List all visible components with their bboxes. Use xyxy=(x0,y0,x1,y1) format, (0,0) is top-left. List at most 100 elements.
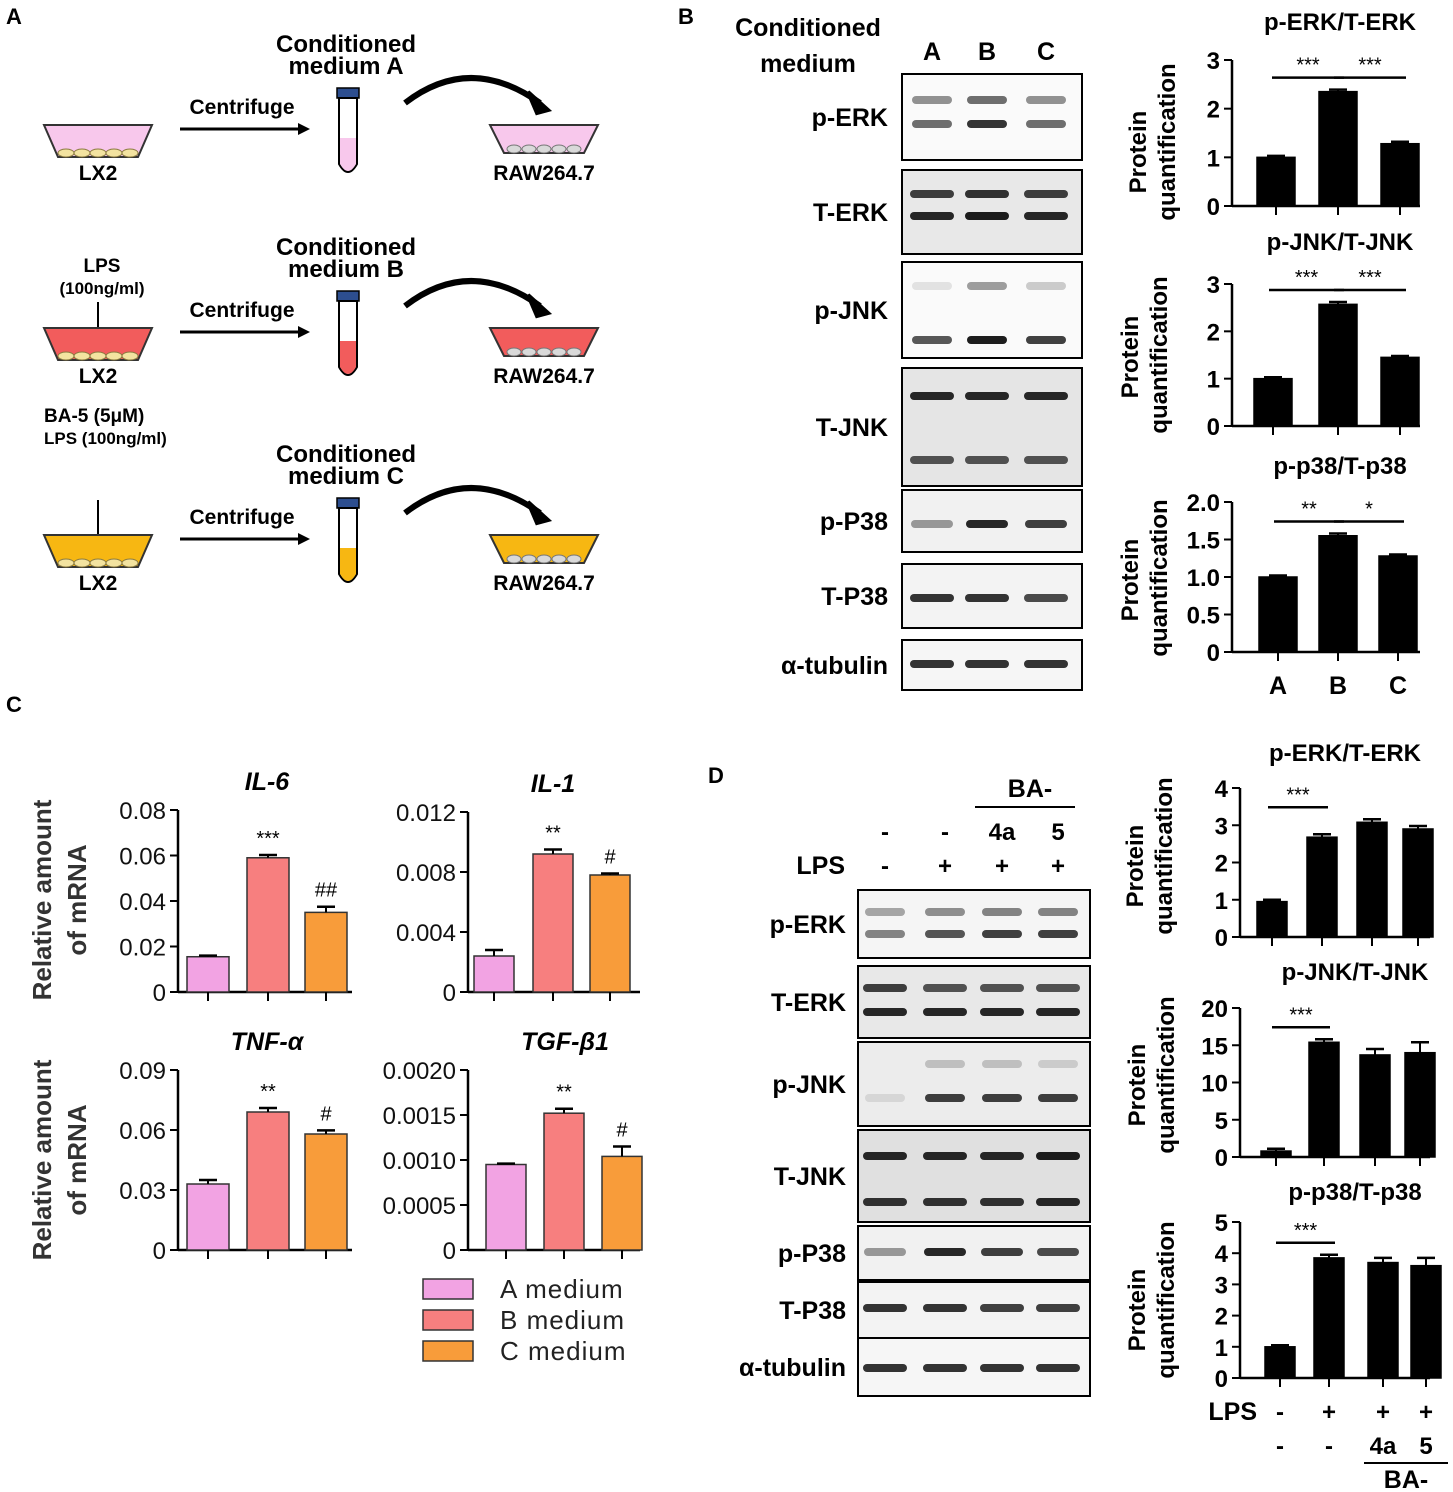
chart-5-bar-label-2: # xyxy=(320,1103,332,1125)
a-row-3-target-label: RAW264.7 xyxy=(493,572,595,595)
a-row-2-source-dish xyxy=(42,327,154,361)
chart-3-y-tick-label: 0.08 xyxy=(119,798,166,825)
chart-3-bar-0 xyxy=(186,955,230,993)
chart-0-sig-label: *** xyxy=(1358,55,1382,77)
chart-b3-ylabel-quantification: quantification xyxy=(1146,499,1173,656)
d-band xyxy=(863,1364,907,1372)
blot-d-row2-2: + xyxy=(995,853,1009,880)
chart-5-y-tick-label: 0.03 xyxy=(119,1178,166,1205)
b-band xyxy=(910,392,954,400)
chart-3-y-tick-label: 0.06 xyxy=(119,844,166,871)
chart-7-y-tick-label: 2 xyxy=(1215,851,1228,878)
b-band xyxy=(912,120,952,128)
blot-d-row2-1: + xyxy=(938,853,952,880)
chart-c-il6: IL-6 0 0.02 0.04 0.06 0.08 *** ## xyxy=(119,768,352,1007)
chart-3-y-tick-label: 0.04 xyxy=(119,889,166,916)
chart-0-y-tick-label: 1 xyxy=(1207,145,1220,172)
chart-7-y-tick-label: 1 xyxy=(1215,888,1228,915)
a-row-2-source-cell xyxy=(89,351,107,361)
chart-3-bar-label-2: ## xyxy=(315,880,338,902)
d-band xyxy=(1036,1364,1080,1372)
a-row-1-transfer-arrow xyxy=(403,75,542,106)
blot-b-lane-b: B xyxy=(978,38,996,66)
a-row-3-source-dish xyxy=(42,534,154,568)
chart-9-sig-label: *** xyxy=(1294,1220,1318,1242)
legend-label-a-medium: A medium xyxy=(500,1274,624,1304)
panel-letter-d: D xyxy=(708,763,724,788)
d-blot-t-jnk xyxy=(857,1129,1091,1223)
chart-8-title: p-JNK/T-JNK xyxy=(1282,959,1429,986)
a-row-2-treatment-line2: (100ng/ml) xyxy=(59,279,144,298)
chart-2-bar-2 xyxy=(1378,555,1418,653)
chart-2-bar-1 xyxy=(1318,535,1358,653)
chart-5-bar-1 xyxy=(246,1111,290,1251)
b-band xyxy=(1026,120,1066,128)
chart-7-sig-label: *** xyxy=(1286,784,1310,806)
chart-6-bar-label-1: ** xyxy=(556,1082,572,1104)
chart-0-y-tick-label: 0 xyxy=(1207,194,1220,221)
b-band xyxy=(910,660,954,668)
chart-8-bar-0 xyxy=(1260,1150,1292,1158)
chart-7-bar-3 xyxy=(1402,828,1434,938)
a-row-3-source-cell xyxy=(105,558,123,568)
chart-d-xaxis-ba-label: BA- xyxy=(1384,1466,1428,1492)
b-blot-label-t-erk: T-ERK xyxy=(813,199,888,227)
chart-6-y-tick-label: 0.0020 xyxy=(383,1058,456,1085)
chart-1-y-tick-label: 2 xyxy=(1207,319,1220,346)
chart-5-y-tick-label: 0.06 xyxy=(119,1118,166,1145)
d-band xyxy=(981,1248,1023,1256)
chart-d3-ylabel-quantification: quantification xyxy=(1153,1221,1180,1378)
d-blot-label-t-jnk: T-JNK xyxy=(774,1163,846,1191)
chart-3-title: IL-6 xyxy=(245,768,291,796)
chart-d-xaxis-lps-3: + xyxy=(1419,1399,1433,1426)
d-band xyxy=(863,984,907,992)
d-band xyxy=(863,1008,907,1016)
chart-5-y-tick-label: 0 xyxy=(153,1238,166,1265)
a-row-2-source-cell xyxy=(57,351,75,361)
a-row-1-title-line1: Conditioned xyxy=(276,31,416,58)
chart-4-bar-2 xyxy=(589,874,631,993)
chart-d-xaxis-lps-1: + xyxy=(1322,1399,1336,1426)
blot-b-header-line2: medium xyxy=(760,50,856,78)
chart-2-y-tick-label: 0.5 xyxy=(1187,603,1220,630)
chart-6-bar-1 xyxy=(543,1112,585,1251)
chart-0-sig-label: *** xyxy=(1296,55,1320,77)
chart-6-bar-0 xyxy=(485,1163,527,1251)
a-row-2-tube-cap xyxy=(336,290,360,302)
chart-c-il1: IL-1 0 0.004 0.008 0.012 ** # xyxy=(396,770,640,1007)
b-blot-label-p-jnk: p-JNK xyxy=(814,297,888,325)
d-band xyxy=(1038,1094,1078,1102)
chart-d-xaxis-ba-3: 5 xyxy=(1419,1433,1432,1460)
blot-d-ba-label: BA- xyxy=(1008,775,1052,803)
panel-letter-b: B xyxy=(678,4,694,29)
chart-1-title: p-JNK/T-JNK xyxy=(1267,229,1414,256)
chart-c-tgfb1: TGF-β1 0 0.0005 0.0010 0.0015 0.0020 ** # xyxy=(383,1028,643,1265)
chart-1-sig-label: *** xyxy=(1358,267,1382,289)
d-band xyxy=(925,930,965,938)
chart-2-y-tick-label: 2.0 xyxy=(1187,490,1220,517)
a-row-1-source-cell xyxy=(57,148,75,158)
chart-5-bar-label-1: ** xyxy=(260,1081,276,1103)
a-row-1-title-line2: medium A xyxy=(288,53,403,80)
d-band xyxy=(980,1364,1024,1372)
a-row-3-target-cell xyxy=(566,554,582,564)
chart-d-xaxis-lps-0: - xyxy=(1276,1399,1284,1426)
d-band xyxy=(980,984,1024,992)
chart-8-bar-2 xyxy=(1359,1054,1391,1158)
b-band xyxy=(967,120,1007,128)
legend-swatch-b-medium xyxy=(422,1309,474,1331)
a-row-3-title-line1: Conditioned xyxy=(276,441,416,468)
chart-0-y-tick-label: 2 xyxy=(1207,97,1220,124)
b-band xyxy=(965,190,1009,198)
a-row-3-treatment-line2: LPS (100ng/ml) xyxy=(44,429,167,448)
chart-1-y-tick-label: 3 xyxy=(1207,272,1220,299)
chart-9-y-tick-label: 3 xyxy=(1215,1272,1228,1299)
blot-d-row2-3: + xyxy=(1051,853,1065,880)
a-row-3-tube-cap xyxy=(336,497,360,509)
a-row-3-source-cell xyxy=(57,558,75,568)
chart-c-ylabel-bottom-line2: of mRNA xyxy=(62,1104,92,1215)
chart-1-bar-1 xyxy=(1318,303,1358,427)
